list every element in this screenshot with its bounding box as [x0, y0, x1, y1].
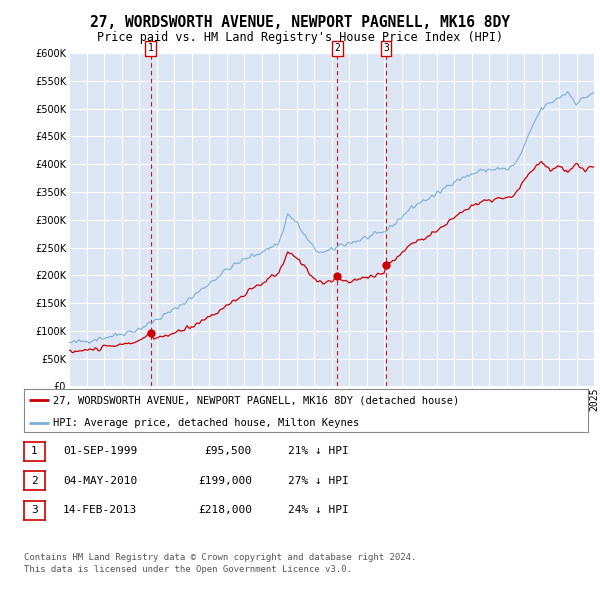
- Text: 1: 1: [148, 43, 154, 53]
- Text: £95,500: £95,500: [205, 447, 252, 456]
- Text: 2: 2: [31, 476, 38, 486]
- Text: 3: 3: [31, 506, 38, 515]
- Text: 3: 3: [383, 43, 389, 53]
- Text: £199,000: £199,000: [198, 476, 252, 486]
- Text: 27, WORDSWORTH AVENUE, NEWPORT PAGNELL, MK16 8DY (detached house): 27, WORDSWORTH AVENUE, NEWPORT PAGNELL, …: [53, 395, 460, 405]
- Text: 27% ↓ HPI: 27% ↓ HPI: [288, 476, 349, 486]
- Text: £218,000: £218,000: [198, 506, 252, 515]
- Text: 27, WORDSWORTH AVENUE, NEWPORT PAGNELL, MK16 8DY: 27, WORDSWORTH AVENUE, NEWPORT PAGNELL, …: [90, 15, 510, 30]
- Text: Contains HM Land Registry data © Crown copyright and database right 2024.: Contains HM Land Registry data © Crown c…: [24, 553, 416, 562]
- Text: Price paid vs. HM Land Registry's House Price Index (HPI): Price paid vs. HM Land Registry's House …: [97, 31, 503, 44]
- Text: 01-SEP-1999: 01-SEP-1999: [63, 447, 137, 456]
- Text: 24% ↓ HPI: 24% ↓ HPI: [288, 506, 349, 515]
- Text: HPI: Average price, detached house, Milton Keynes: HPI: Average price, detached house, Milt…: [53, 418, 359, 428]
- Text: 1: 1: [31, 447, 38, 456]
- Text: 21% ↓ HPI: 21% ↓ HPI: [288, 447, 349, 456]
- Text: 2: 2: [334, 43, 340, 53]
- Text: 04-MAY-2010: 04-MAY-2010: [63, 476, 137, 486]
- Text: This data is licensed under the Open Government Licence v3.0.: This data is licensed under the Open Gov…: [24, 565, 352, 574]
- Text: 14-FEB-2013: 14-FEB-2013: [63, 506, 137, 515]
